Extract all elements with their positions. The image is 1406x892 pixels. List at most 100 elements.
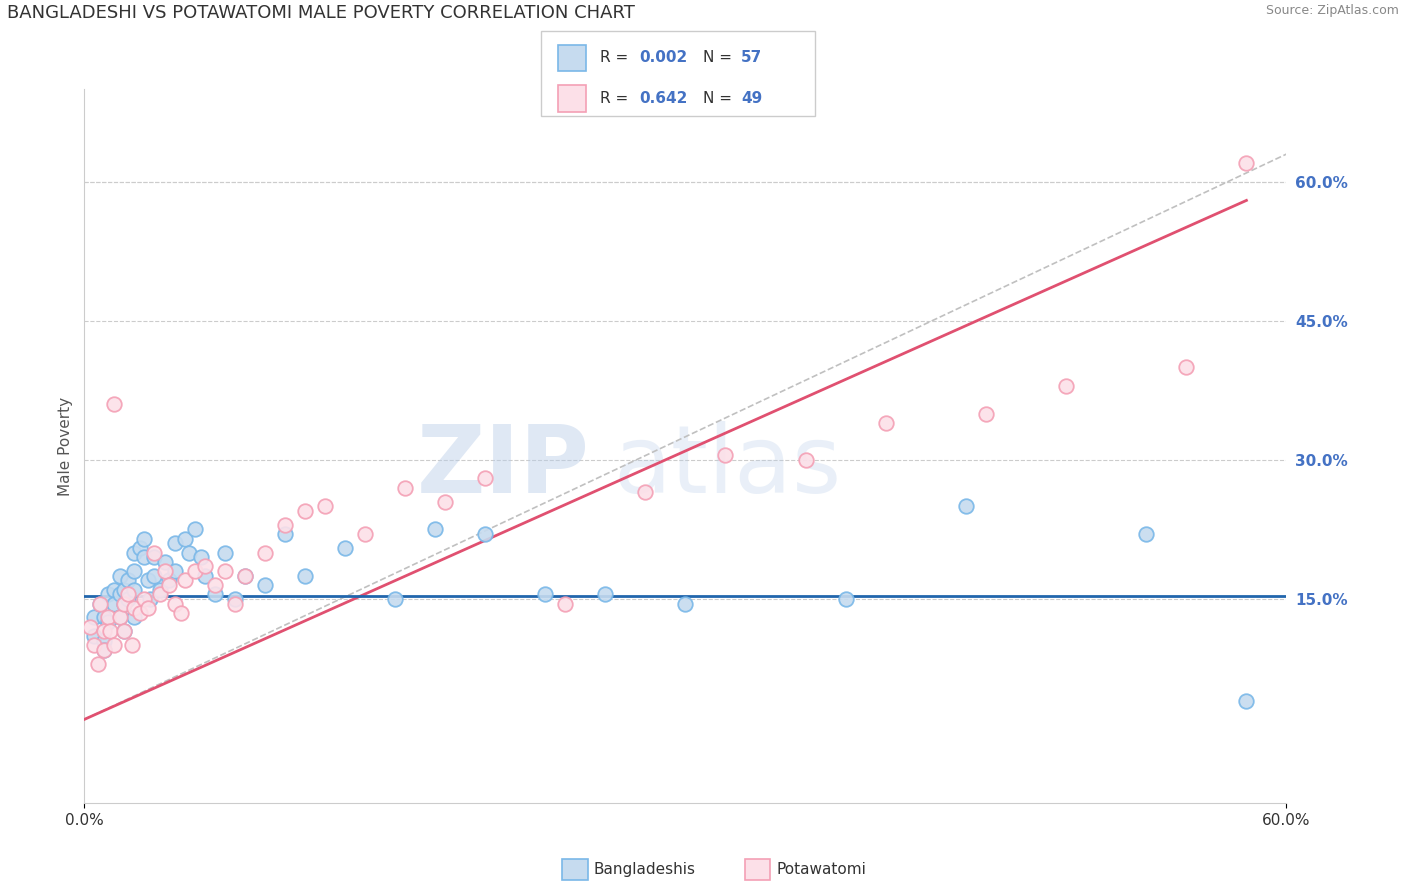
Point xyxy=(253,545,276,559)
Point xyxy=(143,545,166,559)
Point xyxy=(974,407,997,421)
Point xyxy=(394,481,416,495)
Point xyxy=(129,606,152,620)
Point xyxy=(183,523,205,537)
Point xyxy=(114,597,135,611)
Point xyxy=(634,485,657,500)
Text: 49: 49 xyxy=(741,91,762,105)
Text: ZIP: ZIP xyxy=(416,421,589,514)
Point xyxy=(1234,156,1257,170)
Point xyxy=(114,582,135,597)
Point xyxy=(117,591,139,606)
Point xyxy=(89,597,111,611)
Point xyxy=(157,578,180,592)
Point xyxy=(93,610,115,624)
Point xyxy=(124,601,146,615)
Point xyxy=(124,610,146,624)
Point xyxy=(163,597,186,611)
Point xyxy=(384,591,406,606)
Point xyxy=(274,517,297,532)
Point xyxy=(1054,378,1077,392)
Point xyxy=(835,591,858,606)
Point xyxy=(163,536,186,550)
Y-axis label: Male Poverty: Male Poverty xyxy=(58,396,73,496)
Point xyxy=(214,564,236,578)
Point xyxy=(169,606,191,620)
Point xyxy=(117,587,139,601)
Point xyxy=(163,564,186,578)
Point xyxy=(224,591,246,606)
Point xyxy=(117,574,139,588)
Point xyxy=(103,397,125,411)
Point xyxy=(124,545,146,559)
Point xyxy=(204,587,226,601)
Text: Source: ZipAtlas.com: Source: ZipAtlas.com xyxy=(1265,4,1399,18)
Point xyxy=(294,504,316,518)
Point xyxy=(554,597,576,611)
Point xyxy=(143,568,166,582)
Point xyxy=(97,615,120,629)
Point xyxy=(89,597,111,611)
Point xyxy=(138,601,160,615)
Point xyxy=(143,550,166,565)
Point xyxy=(83,638,105,652)
Point xyxy=(97,587,120,601)
Point xyxy=(103,597,125,611)
Point xyxy=(274,527,297,541)
Point xyxy=(124,564,146,578)
Text: 0.002: 0.002 xyxy=(640,51,688,65)
Text: R =: R = xyxy=(600,91,634,105)
Text: R =: R = xyxy=(600,51,634,65)
Point xyxy=(675,597,697,611)
Point xyxy=(214,545,236,559)
Point xyxy=(83,610,105,624)
Point xyxy=(190,550,212,565)
Text: Bangladeshis: Bangladeshis xyxy=(593,863,696,877)
Point xyxy=(110,610,132,624)
Text: 0.642: 0.642 xyxy=(640,91,688,105)
Text: N =: N = xyxy=(703,51,737,65)
Point xyxy=(121,638,143,652)
Point xyxy=(253,578,276,592)
Point xyxy=(124,582,146,597)
Point xyxy=(87,657,110,671)
Point xyxy=(114,597,135,611)
Text: Potawatomi: Potawatomi xyxy=(776,863,866,877)
Point xyxy=(100,624,122,639)
Point xyxy=(93,643,115,657)
Point xyxy=(1135,527,1157,541)
Point xyxy=(333,541,356,555)
Point xyxy=(194,559,217,574)
Point xyxy=(97,610,120,624)
Point xyxy=(224,597,246,611)
Point xyxy=(157,574,180,588)
Point xyxy=(134,532,156,546)
Point xyxy=(93,624,115,639)
Text: BANGLADESHI VS POTAWATOMI MALE POVERTY CORRELATION CHART: BANGLADESHI VS POTAWATOMI MALE POVERTY C… xyxy=(7,4,636,22)
Point xyxy=(153,555,176,569)
Point xyxy=(177,545,200,559)
Point xyxy=(794,453,817,467)
Point xyxy=(79,620,101,634)
Point xyxy=(354,527,377,541)
Point xyxy=(139,591,162,606)
Point xyxy=(434,494,457,508)
Point xyxy=(134,591,156,606)
Point xyxy=(83,629,105,643)
Point xyxy=(153,564,176,578)
Point xyxy=(714,448,737,462)
Point xyxy=(233,568,256,582)
Point xyxy=(110,568,132,582)
Point xyxy=(474,527,496,541)
Point xyxy=(423,523,446,537)
Point xyxy=(103,582,125,597)
Point xyxy=(93,643,115,657)
Point xyxy=(183,564,205,578)
Point xyxy=(204,578,226,592)
Point xyxy=(129,541,152,555)
Point xyxy=(149,582,172,597)
Point xyxy=(233,568,256,582)
Point xyxy=(595,587,617,601)
Point xyxy=(149,587,172,601)
Point xyxy=(114,624,135,639)
